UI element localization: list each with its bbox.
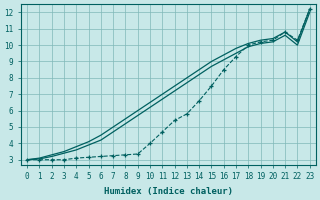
X-axis label: Humidex (Indice chaleur): Humidex (Indice chaleur) [104, 187, 233, 196]
